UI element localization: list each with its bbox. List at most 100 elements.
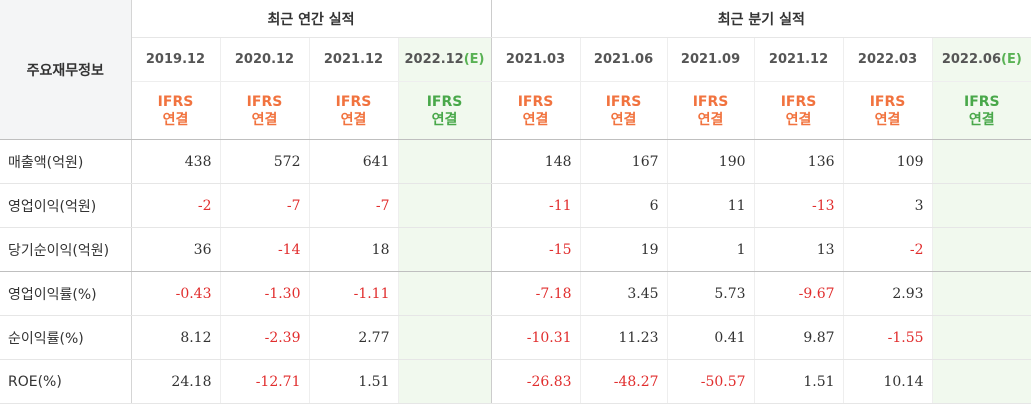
table-cell: -26.83 <box>490 359 581 404</box>
period-header-estimate: 2022.12(E) <box>397 37 492 82</box>
ifrs-badge: IFRS 연결 <box>753 81 844 140</box>
period-header: 2021.12 <box>753 37 844 82</box>
period-header: 2019.12 <box>130 37 220 82</box>
ifrs-label: IFRS <box>517 93 554 110</box>
estimate-marker: (E) <box>463 52 485 67</box>
table-cell: 10.14 <box>842 359 933 404</box>
label-column-header: 주요재무정보 <box>0 0 132 140</box>
table-row: 순이익률(%) 8.12 -2.39 2.77 -10.31 11.23 0.41 9.87-… <box>0 315 1031 360</box>
table-cell: 19 <box>579 227 668 272</box>
table-row: 매출액(억원) 438 572 641 148 167 190 136 109 <box>0 139 1031 184</box>
row-label: 순이익률(%) <box>0 315 132 360</box>
table-cell <box>397 359 492 404</box>
table-cell: 572 <box>219 139 309 184</box>
table-cell: 0.41 <box>666 315 755 360</box>
table-cell <box>397 315 492 360</box>
table-cell: -0.43 <box>130 271 220 316</box>
period-header: 2021.06 <box>579 37 668 82</box>
table-cell: -15 <box>490 227 581 272</box>
ifrs-label: IFRS <box>246 93 283 110</box>
ifrs-badge: IFRS 연결 <box>490 81 581 140</box>
consolidated-label: 연결 <box>874 111 901 128</box>
table-cell: -1.30 <box>219 271 309 316</box>
ifrs-badge-estimate: IFRS 연결 <box>931 81 1031 140</box>
consolidated-label: 연결 <box>340 111 367 128</box>
ifrs-badge: IFRS 연결 <box>219 81 309 140</box>
row-label: 영업이익률(%) <box>0 271 132 316</box>
period-header: 2021.09 <box>666 37 755 82</box>
table-row: 당기순이익(억원) 36 -14 18 -15 19 1 13 -2 <box>0 227 1031 272</box>
table-cell: -14 <box>219 227 309 272</box>
consolidated-label: 연결 <box>968 111 995 128</box>
table-cell: 641 <box>308 139 398 184</box>
table-body: 매출액(억원) 438 572 641 148 167 190 136 109 영업이익(억원) -… <box>0 139 1031 404</box>
table-cell: 438 <box>130 139 220 184</box>
table-cell: 2.77 <box>308 315 398 360</box>
consolidated-label: 연결 <box>251 111 278 128</box>
ifrs-label: IFRS <box>335 93 372 110</box>
consolidated-label: 연결 <box>697 111 724 128</box>
table-cell: -13 <box>753 183 844 228</box>
ifrs-label: IFRS <box>780 93 817 110</box>
table-cell: 11 <box>666 183 755 228</box>
period-header: 2021.12 <box>308 37 398 82</box>
table-cell: 13 <box>753 227 844 272</box>
ifrs-badge-estimate: IFRS 연결 <box>397 81 492 140</box>
table-cell: 3 <box>842 183 933 228</box>
table-cell: 1.51 <box>308 359 398 404</box>
table-cell: -1.11 <box>308 271 398 316</box>
table-cell: 1.51 <box>753 359 844 404</box>
row-label: 매출액(억원) <box>0 139 132 184</box>
period-label: 2022.06 <box>941 52 1002 67</box>
table-cell: 8.12 <box>130 315 220 360</box>
table-cell: -7 <box>219 183 309 228</box>
table-cell: -48.27 <box>579 359 668 404</box>
table-cell <box>397 271 492 316</box>
table-cell: 136 <box>753 139 844 184</box>
period-header-row: 2019.12 2020.12 2021.12 2022.12(E) 2021.… <box>0 37 1031 82</box>
consolidated-label: 연결 <box>162 111 189 128</box>
table-row: 영업이익률(%) -0.43 -1.30 -1.11 -7.18 3.45 5.73 -9.6… <box>0 271 1031 316</box>
ifrs-label: IFRS <box>157 93 194 110</box>
table-cell: 5.73 <box>666 271 755 316</box>
ifrs-badge: IFRS 연결 <box>842 81 933 140</box>
table-cell: -2.39 <box>219 315 309 360</box>
annual-results-header: 최근 연간 실적 <box>131 0 492 38</box>
table-cell: -11 <box>490 183 581 228</box>
table-cell: -1.55 <box>842 315 933 360</box>
row-label: ROE(%) <box>0 359 132 404</box>
table-cell: 190 <box>666 139 755 184</box>
table-cell: 11.23 <box>579 315 668 360</box>
table-cell: -50.57 <box>666 359 755 404</box>
table-row: 영업이익(억원) -2 -7 -7 -11 6 11 -13 3 <box>0 183 1031 228</box>
ifrs-badge: IFRS 연결 <box>666 81 755 140</box>
table-cell: 6 <box>579 183 668 228</box>
consolidated-label: 연결 <box>522 111 549 128</box>
table-cell <box>931 315 1031 360</box>
period-header-estimate: 2022.06(E) <box>931 37 1031 82</box>
ifrs-label: IFRS <box>692 93 729 110</box>
table-cell: 3.45 <box>579 271 668 316</box>
table-cell <box>931 227 1031 272</box>
table-cell: -2 <box>842 227 933 272</box>
table-cell: -10.31 <box>490 315 581 360</box>
table-cell: 9.87 <box>753 315 844 360</box>
estimate-marker: (E) <box>1001 52 1022 67</box>
table-cell: 36 <box>130 227 220 272</box>
table-cell <box>931 183 1031 228</box>
table-cell: 148 <box>490 139 581 184</box>
table-cell <box>397 183 492 228</box>
table-cell <box>397 139 492 184</box>
ifrs-label: IFRS <box>426 93 463 110</box>
table-cell: 109 <box>842 139 933 184</box>
consolidated-label: 연결 <box>785 111 812 128</box>
table-cell: -2 <box>130 183 220 228</box>
table-cell <box>397 227 492 272</box>
ifrs-label: IFRS <box>963 93 1000 110</box>
ifrs-label: IFRS <box>869 93 906 110</box>
accounting-standard-row: IFRS 연결 IFRS 연결 IFRS 연결 IFRS 연결 IFRS 연결 IFRS 연… <box>0 81 1031 140</box>
table-cell: 24.18 <box>130 359 220 404</box>
period-label: 2022.12 <box>404 52 464 67</box>
ifrs-badge: IFRS 연결 <box>308 81 398 140</box>
